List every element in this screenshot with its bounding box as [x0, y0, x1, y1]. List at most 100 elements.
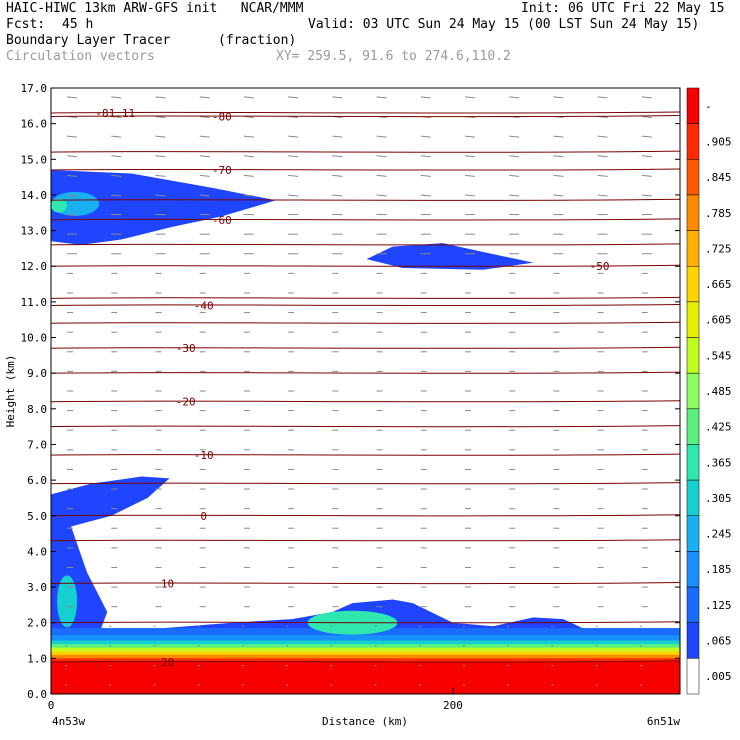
wind-vector — [420, 135, 431, 138]
wind-vector — [243, 116, 254, 119]
wind-vector — [376, 174, 387, 177]
upper-left-inner-core — [51, 198, 68, 213]
wind-vector — [155, 155, 166, 158]
wind-vector — [509, 174, 520, 177]
y-tick-label: 9.0 — [27, 367, 47, 380]
y-tick-label: 12.0 — [21, 260, 48, 273]
colorbar-label: .485 — [705, 385, 732, 398]
isotherm-line — [50, 198, 681, 201]
x-end-label: 6n51w — [647, 715, 680, 728]
wind-vector — [288, 135, 299, 138]
y-tick-label: 2.0 — [27, 617, 47, 630]
wind-vector — [111, 194, 122, 197]
isotherm-line — [50, 168, 681, 171]
y-tick-label: 8.0 — [27, 403, 47, 416]
wind-vector — [641, 174, 652, 177]
wind-vector — [641, 96, 652, 99]
wind-vector — [553, 135, 564, 138]
wind-vector — [597, 194, 608, 197]
y-tick-label: 5.0 — [27, 510, 47, 523]
wind-vector — [641, 194, 652, 197]
wind-vector — [332, 174, 343, 177]
isotherm-label: -50 — [590, 260, 610, 273]
y-tick-label: 6.0 — [27, 474, 47, 487]
wind-vector — [464, 174, 476, 177]
wind-vector — [67, 194, 78, 197]
forecast-label: Fcst: — [6, 17, 46, 32]
temperature-contours: -81.11 -80 -70 -60 -50 -40 -30 -20 -10 0 10 20 — [50, 107, 681, 669]
isotherm-line — [50, 296, 681, 299]
y-tick-label: 1.0 — [27, 652, 47, 665]
colorbar-label: .725 — [705, 242, 732, 255]
wind-vector — [111, 155, 122, 158]
wind-vector — [420, 174, 431, 177]
wind-vector — [464, 155, 476, 158]
plume-upper-left-layer — [51, 169, 277, 245]
wind-vector — [641, 155, 652, 158]
wind-vector — [199, 116, 210, 119]
wind-vector — [243, 174, 254, 177]
colorbar-swatch — [686, 301, 700, 338]
forecast-hour: 45 h — [62, 17, 94, 32]
wind-vector — [376, 135, 387, 138]
wind-vector — [376, 96, 387, 99]
colorbar-label: .845 — [705, 171, 732, 184]
colorbar-label: .545 — [705, 349, 732, 362]
isotherm-line — [50, 371, 681, 374]
colorbar-swatch — [686, 337, 700, 374]
wind-vector — [420, 155, 431, 158]
field-name: Boundary Layer Tracer — [6, 33, 171, 48]
cross-section-coords: XY= 259.5, 91.6 to 274.6,110.2 — [276, 49, 511, 64]
colorbar-swatch — [686, 194, 700, 231]
colorbar-swatch — [686, 551, 700, 588]
isotherm-line — [50, 425, 681, 428]
colorbar-swatch — [686, 586, 700, 623]
colorbar-label: .425 — [705, 421, 732, 434]
isotherm-line — [50, 660, 681, 663]
vector-label: Circulation vectors — [6, 49, 155, 64]
wind-vector — [243, 194, 254, 197]
wind-vector — [509, 194, 520, 197]
wind-vector — [509, 155, 520, 158]
y-tick-label: 16.0 — [21, 118, 48, 131]
plume-mid-left-plume — [51, 476, 170, 645]
wind-vector — [288, 194, 299, 197]
colorbar-swatch — [686, 230, 700, 267]
isotherm-label: -60 — [212, 214, 232, 227]
y-tick-label: 13.0 — [21, 225, 48, 238]
wind-vector — [420, 194, 431, 197]
wind-vector — [509, 135, 520, 138]
wind-vector — [597, 96, 608, 99]
wind-vector — [332, 135, 343, 138]
isotherm-line — [50, 264, 681, 267]
colorbar-label: .245 — [705, 528, 732, 541]
colorbar-swatch — [686, 622, 700, 659]
wind-vector — [155, 194, 166, 197]
colorbar-label: .125 — [705, 599, 732, 612]
x-tick-label: 0 — [48, 699, 55, 712]
wind-vector — [243, 135, 254, 138]
isotherm-label: -81.11 — [95, 107, 135, 120]
colorbar-swatch — [686, 123, 700, 160]
y-tick-label: 15.0 — [21, 153, 48, 166]
x-tick-label: 200 — [443, 699, 463, 712]
wind-vector — [155, 96, 166, 99]
isotherm-line — [50, 111, 681, 114]
y-tick-label: 10.0 — [21, 332, 48, 345]
wind-vector — [641, 135, 652, 138]
wind-vector — [111, 135, 122, 138]
wind-vector — [155, 116, 166, 119]
colorbar-swatch — [686, 159, 700, 196]
wind-vector — [597, 174, 608, 177]
y-tick-label: 14.0 — [21, 189, 48, 202]
isotherm-label: -30 — [176, 342, 196, 355]
wind-vector — [67, 174, 78, 177]
colorbar: - .905 .845 .785 .725 .665 .605 .545 .485 .425 .36… — [686, 87, 732, 695]
wind-vector — [332, 96, 343, 99]
circulation-vectors — [65, 96, 652, 686]
colorbar-swatch — [686, 265, 700, 303]
x-axis: 0 200 — [48, 688, 463, 712]
model-title: HAIC-HIWC 13km ARW-GFS init NCAR/MMM — [6, 1, 304, 16]
isotherm-line — [50, 539, 681, 542]
